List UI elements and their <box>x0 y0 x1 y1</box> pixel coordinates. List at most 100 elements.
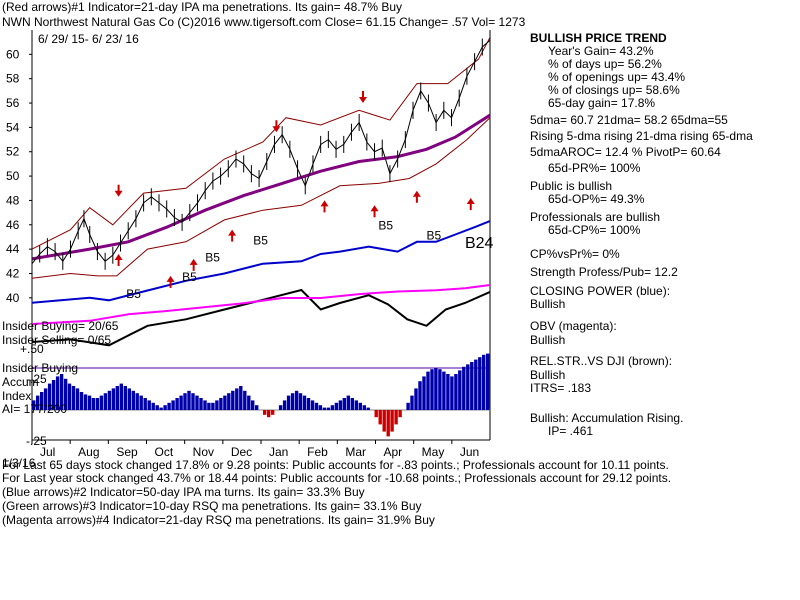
accum-bar <box>163 405 167 410</box>
lower-panel <box>31 284 491 347</box>
month-label: Mar <box>345 445 366 459</box>
accum-bar <box>366 407 370 410</box>
accumulation-index <box>32 353 490 437</box>
dma-values: 5dma= 60.7 21dma= 58.2 65dma=55 <box>530 113 728 127</box>
price-tick-label: 42 <box>6 266 20 280</box>
accum-bar <box>354 400 358 410</box>
accum-bar <box>227 393 231 410</box>
trend-title: BULLISH PRICE TREND <box>530 31 667 45</box>
month-label: Jun <box>460 445 479 459</box>
accum-bar <box>40 392 44 410</box>
accum-bar <box>470 362 474 410</box>
accum-bar <box>59 374 64 410</box>
signal-label: B5 <box>378 219 393 233</box>
accum-bar <box>426 371 430 410</box>
header-indicator-red: (Red arrows)#1 Indicator=21-day IPA ma p… <box>2 0 402 14</box>
signal-label: B5 <box>253 233 268 247</box>
date-range: 6/ 29/ 15- 6/ 23/ 16 <box>38 32 139 46</box>
cp-65: 65d-CP%= 100% <box>548 223 641 237</box>
accum-bar <box>123 386 127 410</box>
signal-arrows <box>114 91 475 288</box>
accum-bar <box>211 402 215 410</box>
accum-bar <box>322 407 327 410</box>
accum-bar <box>290 393 295 410</box>
price-tick-label: 58 <box>6 72 20 86</box>
accum-bar <box>378 410 382 425</box>
month-label: May <box>422 445 445 459</box>
accum-bar <box>342 398 346 410</box>
red-up-arrow <box>466 198 475 210</box>
signal-label: B5 <box>426 228 441 242</box>
accum-bar <box>334 402 339 410</box>
obv-status: Bullish <box>530 333 566 347</box>
accum-bar <box>219 398 223 410</box>
accum-bar <box>147 400 151 410</box>
red-down-arrow <box>358 91 367 104</box>
accum-bar <box>151 402 155 410</box>
red-up-arrow <box>412 190 421 203</box>
accum-bar <box>346 395 350 410</box>
accum-bar <box>450 376 454 410</box>
minus25-label: -.25 <box>26 372 47 386</box>
pros-status: Professionals are bullish <box>530 210 661 224</box>
accum-bar <box>79 392 84 410</box>
years-gain: Year's Gain= 43.2% <box>548 44 654 58</box>
closing-power-status: Bullish <box>530 297 566 311</box>
accum-bar <box>243 390 247 410</box>
accum-bar <box>47 383 52 410</box>
obv-title: OBV (magenta): <box>530 319 617 333</box>
accum-bar <box>318 405 323 410</box>
month-axis: Jul Aug Sep Oct Nov Dec Jan Feb Mar Apr May Jun <box>31 440 479 459</box>
ma65-line <box>31 113 491 261</box>
accum-bar <box>43 388 48 410</box>
accum-bar <box>183 393 187 410</box>
red-up-arrow <box>189 258 198 271</box>
pr-65: 65d-PR%= 100% <box>548 161 641 175</box>
accum-bar <box>398 410 402 418</box>
month-label: Aug <box>78 445 99 459</box>
accum-bar <box>191 393 195 410</box>
accum-bar <box>374 410 378 418</box>
accum-bar <box>422 376 426 410</box>
accum-bar <box>462 366 466 410</box>
red-up-arrow <box>370 205 379 218</box>
footer-overlap: 1/3/16 <box>2 456 36 470</box>
month-label: Dec <box>231 445 252 459</box>
accum-bar <box>139 395 143 410</box>
rising-dma: Rising 5-dma rising 21-dma rising 65-dma <box>530 129 753 143</box>
accum-bar <box>67 383 72 410</box>
accum-bar <box>454 374 458 410</box>
minus25b-label: -.25 <box>26 434 47 448</box>
accum-bar <box>215 400 219 410</box>
accum-bar <box>231 390 235 410</box>
days-up: % of days up= 56.2% <box>548 57 662 71</box>
signal-label: B5 <box>182 270 197 284</box>
price-line <box>31 31 491 273</box>
aroc-pivot: 5dmaAROC= 12.4 % PivotP= 60.64 <box>530 145 721 159</box>
month-label: Oct <box>155 445 174 459</box>
accum-bar <box>63 378 68 410</box>
accum-bar <box>143 398 147 410</box>
accum-bar <box>251 400 255 410</box>
accum-bar <box>442 371 446 410</box>
insider-selling: Insider Selling= 0/65 <box>2 333 112 347</box>
accum-bar <box>95 398 100 410</box>
accum-bar <box>263 410 267 415</box>
accum-bar <box>75 388 80 410</box>
accum-bar <box>239 386 243 410</box>
accum-bar <box>171 400 175 410</box>
accum-bar <box>338 400 343 410</box>
accum-bar <box>111 388 116 410</box>
accum-bar <box>127 388 131 410</box>
relative-strength-line <box>31 220 491 304</box>
accum-bar <box>438 369 442 410</box>
red-up-arrow <box>320 200 329 213</box>
accum-bar <box>235 388 239 410</box>
signal-label: B24 <box>465 235 494 252</box>
accum-bar <box>350 398 354 410</box>
accum-bar <box>91 398 96 410</box>
accum-bar <box>478 357 482 410</box>
accum-bar <box>167 402 171 410</box>
accum-bar <box>358 402 362 410</box>
